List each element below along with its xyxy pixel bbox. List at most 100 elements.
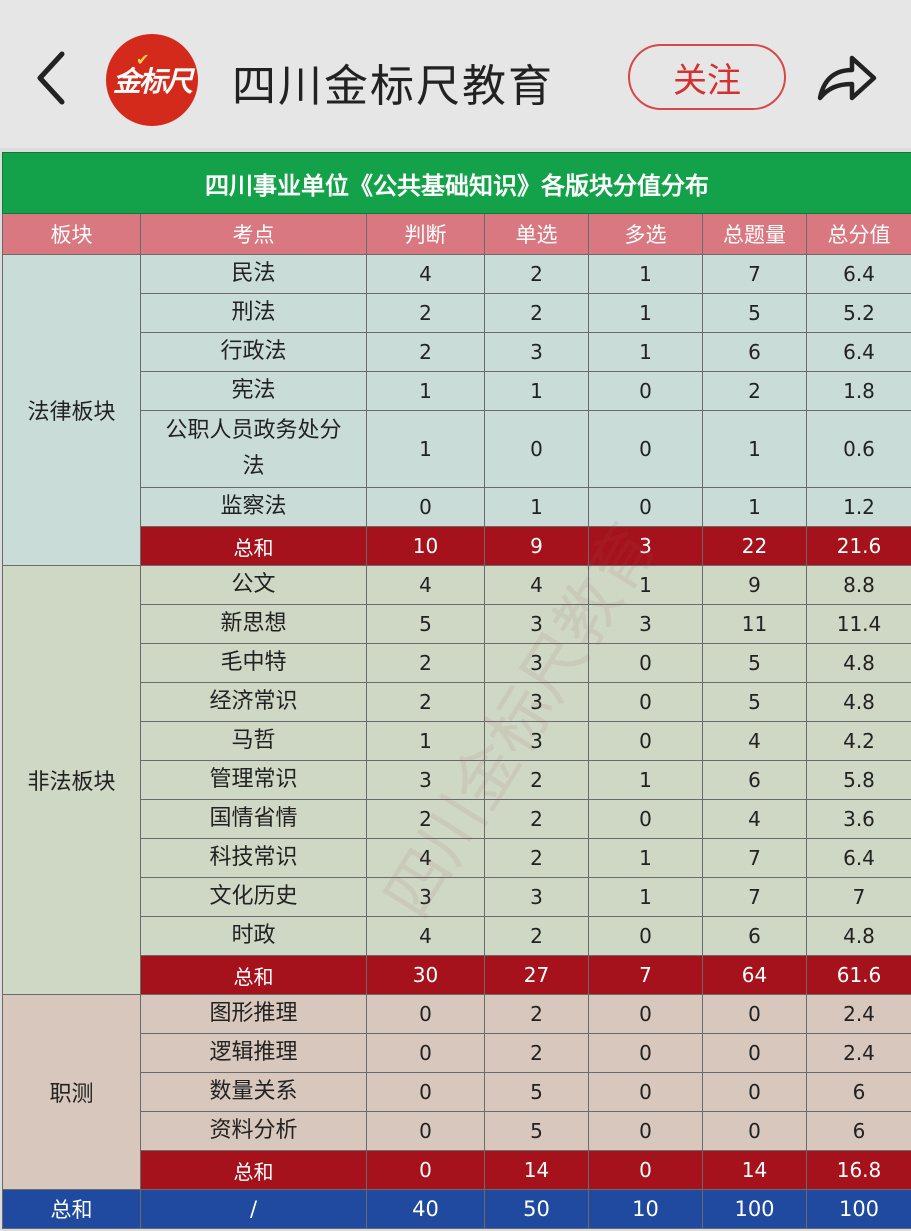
grand-total-row: 总和/40 50 10 100 100 xyxy=(2,1189,911,1229)
value-cell: 1 xyxy=(366,371,485,411)
value-cell: 1 xyxy=(702,487,807,527)
value-cell: 1 xyxy=(366,721,485,761)
value-cell: 1 xyxy=(484,487,589,527)
subtotal-label: 总和 xyxy=(140,1150,367,1190)
value-cell: 2 xyxy=(484,916,589,956)
value-cell: 6.4 xyxy=(805,332,911,372)
value-cell: 0 xyxy=(366,1033,485,1073)
value-cell: 3 xyxy=(484,721,589,761)
value-cell: 3.6 xyxy=(805,799,911,839)
value-cell: 6 xyxy=(805,1072,911,1112)
value-cell: 1 xyxy=(366,410,485,488)
table-row: 监察法 0 1 0 1 1.2 xyxy=(3,487,911,527)
value-cell: 0 xyxy=(588,643,703,683)
value-cell: 0 xyxy=(588,1033,703,1073)
subtotal-cell: 30 xyxy=(366,955,485,995)
subtotal-cell: 10 xyxy=(366,526,485,566)
value-cell: 4 xyxy=(702,721,807,761)
value-cell: 11 xyxy=(702,604,807,644)
value-cell: 1.2 xyxy=(805,487,911,527)
topic-cell: 科技常识 xyxy=(140,838,367,878)
value-cell: 1 xyxy=(588,838,703,878)
value-cell: 0 xyxy=(366,994,485,1034)
value-cell: 6 xyxy=(702,332,807,372)
table-row: 资料分析 0 5 0 0 6 xyxy=(3,1111,911,1151)
value-cell: 1 xyxy=(588,254,703,294)
subtotal-cell: 0 xyxy=(366,1150,485,1190)
value-cell: 1.8 xyxy=(805,371,911,411)
subtotal-cell: 7 xyxy=(588,955,703,995)
value-cell: 0 xyxy=(588,994,703,1034)
topic-cell: 文化历史 xyxy=(140,877,367,917)
topic-cell: 公职人员政务处分法 xyxy=(140,410,367,488)
grand-total-cell: 100 xyxy=(702,1189,807,1229)
value-cell: 2 xyxy=(484,254,589,294)
value-cell: 1 xyxy=(702,410,807,488)
value-cell: 1 xyxy=(588,877,703,917)
value-cell: 0 xyxy=(588,371,703,411)
table-row: 新思想 5 3 3 11 11.4 xyxy=(3,604,911,644)
section-name: 职测 xyxy=(2,994,141,1190)
subtotal-label: 总和 xyxy=(140,526,367,566)
value-cell: 0 xyxy=(366,1111,485,1151)
follow-button[interactable]: 关注 xyxy=(628,44,786,110)
topic-cell: 公文 xyxy=(140,565,367,605)
value-cell: 4 xyxy=(366,916,485,956)
value-cell: 2 xyxy=(484,994,589,1034)
column-header: 板块 xyxy=(2,213,141,255)
section-name: 法律板块 xyxy=(2,254,141,566)
logo-text: 金标尺 xyxy=(112,65,193,98)
value-cell: 2 xyxy=(484,838,589,878)
account-name[interactable]: 四川金标尺教育 xyxy=(232,61,554,112)
subtotal-row: 总和 30 27 7 64 61.6 xyxy=(3,955,911,995)
value-cell: 1 xyxy=(588,565,703,605)
value-cell: 3 xyxy=(366,760,485,800)
topic-cell: 新思想 xyxy=(140,604,367,644)
value-cell: 3 xyxy=(484,877,589,917)
subtotal-cell: 27 xyxy=(484,955,589,995)
back-icon[interactable] xyxy=(28,48,76,108)
subtotal-cell: 21.6 xyxy=(805,526,911,566)
grand-total-cell: 100 xyxy=(805,1189,911,1229)
top-bar: ✔ 金标尺 四川金标尺教育 关注 xyxy=(0,0,911,148)
topic-cell: 毛中特 xyxy=(140,643,367,683)
subtotal-row: 总和 0 14 0 14 16.8 xyxy=(3,1150,911,1190)
subtotal-cell: 22 xyxy=(702,526,807,566)
table-title-row: 四川事业单位《公共基础知识》各版块分值分布 xyxy=(1,152,911,214)
value-cell: 0 xyxy=(588,410,703,488)
value-cell: 0 xyxy=(588,1072,703,1112)
value-cell: 4.8 xyxy=(805,916,911,956)
value-cell: 2 xyxy=(366,332,485,372)
value-cell: 4 xyxy=(484,565,589,605)
table-row: 时政 4 2 0 6 4.8 xyxy=(3,916,911,956)
logo-check-icon: ✔ xyxy=(136,50,149,69)
grand-total-cell: 10 xyxy=(588,1189,703,1229)
value-cell: 4 xyxy=(366,838,485,878)
column-header: 考点 xyxy=(140,213,367,255)
topic-cell: 经济常识 xyxy=(140,682,367,722)
grand-total-cell: 40 xyxy=(366,1189,485,1229)
topic-cell: 马哲 xyxy=(140,721,367,761)
score-distribution-table: 四川事业单位《公共基础知识》各版块分值分布 板块 考点 判断 单选 多选 总题量 总分值 法律板… xyxy=(1,152,911,1229)
subtotal-cell: 16.8 xyxy=(805,1150,911,1190)
value-cell: 0 xyxy=(702,994,807,1034)
value-cell: 0 xyxy=(702,1111,807,1151)
value-cell: 9 xyxy=(702,565,807,605)
column-header: 总题量 xyxy=(702,213,807,255)
value-cell: 2 xyxy=(484,293,589,333)
share-icon[interactable] xyxy=(814,50,878,106)
value-cell: 4.2 xyxy=(805,721,911,761)
value-cell: 5 xyxy=(484,1111,589,1151)
value-cell: 2 xyxy=(366,643,485,683)
value-cell: 5 xyxy=(484,1072,589,1112)
value-cell: 4.8 xyxy=(805,682,911,722)
value-cell: 5.8 xyxy=(805,760,911,800)
account-logo[interactable]: ✔ 金标尺 xyxy=(106,34,198,126)
value-cell: 6.4 xyxy=(805,838,911,878)
grand-total-cell: 50 xyxy=(484,1189,589,1229)
value-cell: 3 xyxy=(484,332,589,372)
value-cell: 0 xyxy=(702,1033,807,1073)
value-cell: 0 xyxy=(702,1072,807,1112)
section-name: 非法板块 xyxy=(2,565,141,995)
table-row: 宪法 1 1 0 2 1.8 xyxy=(3,371,911,411)
